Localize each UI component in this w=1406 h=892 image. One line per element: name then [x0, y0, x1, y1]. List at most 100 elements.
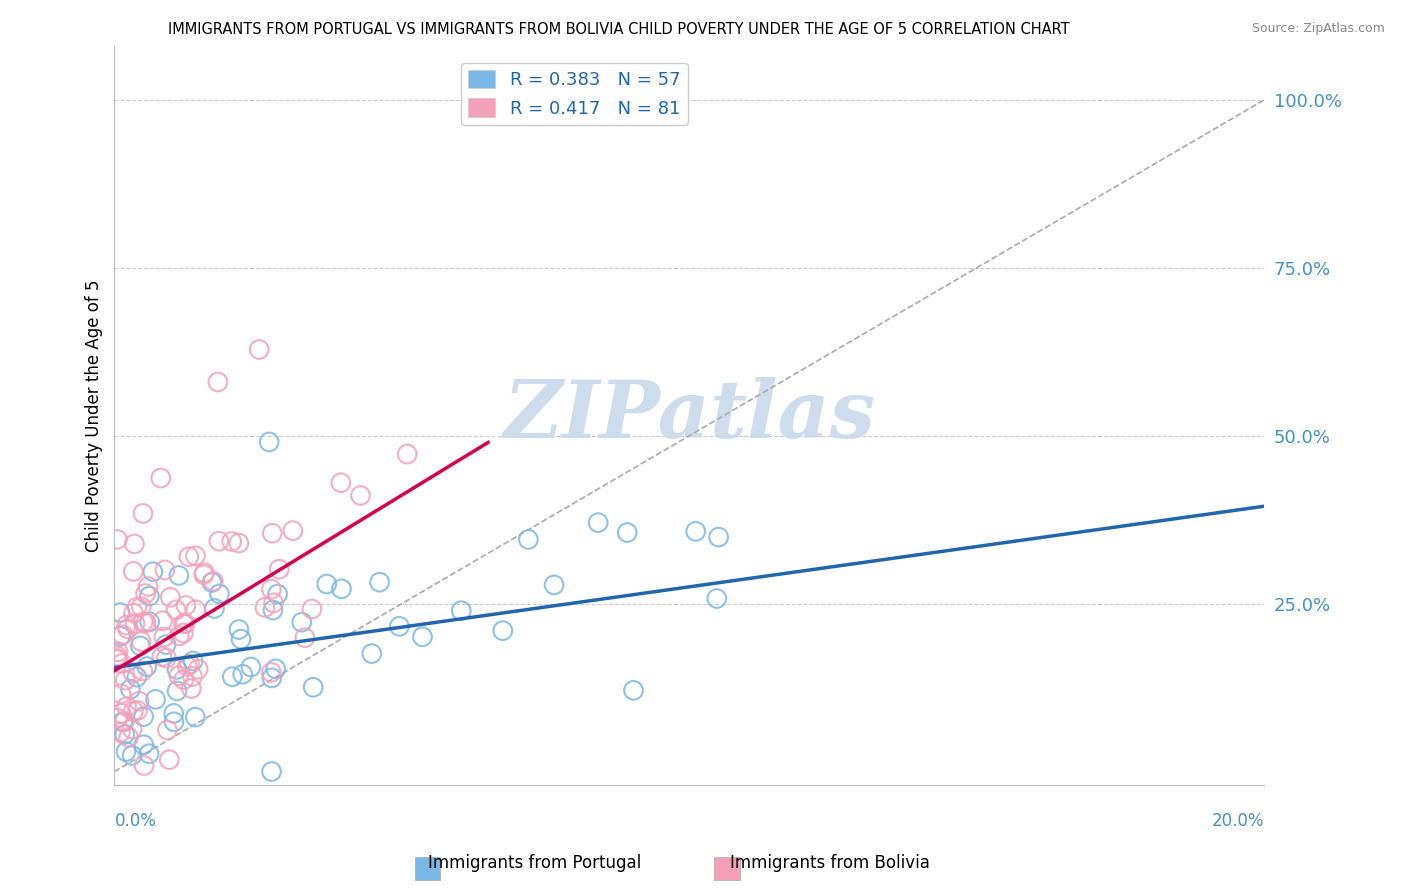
- Point: [125, 670, 148, 684]
- Point: [543, 578, 565, 592]
- Point: [127, 703, 149, 717]
- Point: [105, 711, 128, 725]
- Text: Immigrants from Bolivia: Immigrants from Bolivia: [730, 855, 929, 872]
- Point: [108, 606, 131, 620]
- Point: [266, 587, 288, 601]
- Point: [114, 673, 136, 688]
- Point: [221, 670, 243, 684]
- Point: [706, 591, 728, 606]
- Point: [181, 654, 204, 668]
- Point: [208, 534, 231, 549]
- Point: [110, 725, 132, 739]
- Point: [114, 727, 136, 741]
- Text: Source: ZipAtlas.com: Source: ZipAtlas.com: [1251, 22, 1385, 36]
- Point: [166, 684, 188, 698]
- Point: [105, 533, 128, 547]
- Legend: R = 0.383   N = 57, R = 0.417   N = 81: R = 0.383 N = 57, R = 0.417 N = 81: [461, 62, 688, 125]
- Point: [110, 706, 132, 721]
- Point: [685, 524, 707, 539]
- Point: [120, 682, 142, 697]
- Point: [110, 687, 132, 701]
- Point: [260, 582, 283, 597]
- Point: [623, 683, 645, 698]
- Point: [208, 587, 231, 601]
- Point: [132, 507, 155, 521]
- Point: [201, 575, 224, 590]
- Point: [132, 664, 155, 678]
- Point: [193, 566, 215, 580]
- Point: [122, 606, 145, 620]
- Point: [207, 375, 229, 389]
- Point: [167, 568, 190, 582]
- Point: [291, 615, 314, 629]
- Point: [616, 525, 638, 540]
- Text: 20.0%: 20.0%: [1212, 812, 1264, 830]
- Point: [153, 630, 176, 644]
- Point: [132, 758, 155, 772]
- Point: [138, 615, 160, 629]
- Point: [149, 471, 172, 485]
- Point: [107, 645, 129, 659]
- Point: [111, 657, 134, 671]
- Point: [264, 662, 287, 676]
- Point: [105, 653, 128, 667]
- Text: IMMIGRANTS FROM PORTUGAL VS IMMIGRANTS FROM BOLIVIA CHILD POVERTY UNDER THE AGE : IMMIGRANTS FROM PORTUGAL VS IMMIGRANTS F…: [167, 22, 1070, 37]
- Point: [131, 599, 153, 614]
- Point: [135, 615, 157, 630]
- Point: [173, 673, 195, 687]
- Point: [169, 629, 191, 643]
- Point: [166, 662, 188, 676]
- Point: [135, 586, 157, 600]
- Point: [173, 616, 195, 631]
- Point: [177, 549, 200, 564]
- Point: [124, 616, 146, 631]
- Point: [388, 619, 411, 633]
- Point: [142, 565, 165, 579]
- Point: [132, 709, 155, 723]
- Point: [132, 615, 155, 629]
- Point: [204, 601, 226, 615]
- Point: [180, 681, 202, 696]
- Point: [302, 680, 325, 694]
- Point: [228, 623, 250, 637]
- Point: [111, 714, 134, 729]
- Point: [176, 659, 198, 673]
- Point: [411, 630, 433, 644]
- Point: [153, 563, 176, 577]
- Point: [315, 577, 337, 591]
- Point: [115, 618, 138, 632]
- Point: [122, 665, 145, 680]
- Point: [239, 660, 262, 674]
- Point: [184, 603, 207, 617]
- Point: [517, 533, 540, 547]
- Point: [115, 745, 138, 759]
- Point: [124, 537, 146, 551]
- Point: [163, 706, 186, 721]
- Point: [165, 603, 187, 617]
- Point: [150, 649, 173, 664]
- Point: [262, 603, 284, 617]
- Point: [349, 488, 371, 502]
- Point: [172, 626, 194, 640]
- Point: [128, 694, 150, 708]
- Point: [110, 629, 132, 643]
- Point: [129, 634, 152, 648]
- Point: [105, 648, 128, 663]
- Text: ZIPatlas: ZIPatlas: [503, 376, 876, 454]
- Point: [117, 622, 139, 636]
- Point: [118, 731, 141, 745]
- Point: [450, 604, 472, 618]
- Text: 0.0%: 0.0%: [114, 812, 156, 830]
- Point: [155, 638, 177, 652]
- Point: [121, 748, 143, 763]
- Point: [125, 600, 148, 615]
- Point: [184, 549, 207, 563]
- Point: [184, 710, 207, 724]
- Point: [115, 699, 138, 714]
- Point: [111, 628, 134, 642]
- Point: [187, 662, 209, 676]
- Point: [247, 343, 270, 357]
- Point: [257, 434, 280, 449]
- Point: [129, 639, 152, 653]
- Point: [136, 579, 159, 593]
